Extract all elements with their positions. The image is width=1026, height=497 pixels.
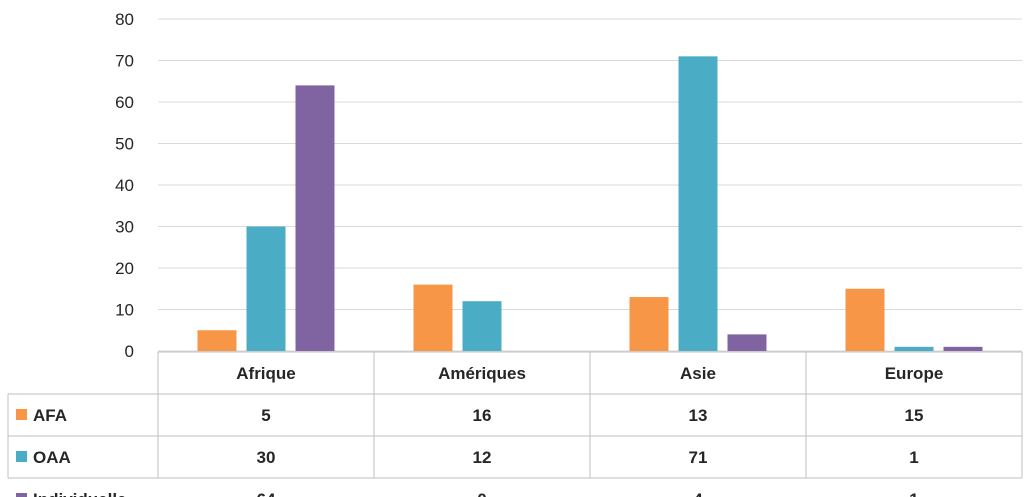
category-label: Europe bbox=[885, 364, 944, 383]
data-label: 71 bbox=[689, 448, 708, 467]
data-label: 15 bbox=[905, 406, 924, 425]
series-label: AFA bbox=[33, 406, 67, 425]
bar-afa-2 bbox=[629, 297, 669, 351]
data-label: 1 bbox=[909, 448, 918, 467]
series-label: Individuelle bbox=[33, 490, 127, 497]
bar-oaa-2 bbox=[678, 56, 718, 351]
y-tick-label: 50 bbox=[115, 135, 134, 154]
y-axis: 0 10 20 30 40 50 60 70 80 bbox=[115, 10, 134, 361]
y-tick-label: 80 bbox=[115, 10, 134, 29]
bar-afa-3 bbox=[845, 288, 885, 351]
bar-individuelle-3 bbox=[943, 346, 983, 351]
bar-oaa-3 bbox=[894, 346, 934, 351]
y-tick-label: 10 bbox=[115, 301, 134, 320]
bar-afa-0 bbox=[197, 330, 237, 351]
data-label: 64 bbox=[257, 490, 276, 497]
y-tick-label: 20 bbox=[115, 259, 134, 278]
category-label: Afrique bbox=[236, 364, 296, 383]
data-label: 12 bbox=[473, 448, 492, 467]
y-tick-label: 0 bbox=[125, 342, 134, 361]
category-label: Amériques bbox=[438, 364, 526, 383]
bar-oaa-1 bbox=[462, 301, 502, 351]
gridlines bbox=[158, 18, 1022, 352]
data-label: 30 bbox=[257, 448, 276, 467]
legend-key-oaa bbox=[16, 451, 27, 462]
data-table: Afrique Amériques Asie Europe AFA 5 16 13 15 OAA 3… bbox=[7, 351, 1023, 497]
data-label: 13 bbox=[689, 406, 708, 425]
bar-oaa-0 bbox=[246, 226, 286, 351]
y-tick-label: 40 bbox=[115, 176, 134, 195]
y-tick-label: 70 bbox=[115, 52, 134, 71]
data-label: 1 bbox=[909, 490, 918, 497]
data-label: 0 bbox=[477, 490, 486, 497]
bar-afa-1 bbox=[413, 284, 453, 351]
category-label: Asie bbox=[680, 364, 716, 383]
bars bbox=[197, 56, 983, 352]
y-tick-label: 30 bbox=[115, 218, 134, 237]
bar-individuelle-2 bbox=[727, 334, 767, 351]
series-label: OAA bbox=[33, 448, 71, 467]
data-label: 5 bbox=[261, 406, 270, 425]
bar-individuelle-0 bbox=[295, 85, 335, 352]
legend-key-individuelle bbox=[16, 493, 27, 497]
legend-key-afa bbox=[16, 409, 27, 420]
y-tick-label: 60 bbox=[115, 93, 134, 112]
data-label: 4 bbox=[693, 490, 703, 497]
data-label: 16 bbox=[473, 406, 492, 425]
